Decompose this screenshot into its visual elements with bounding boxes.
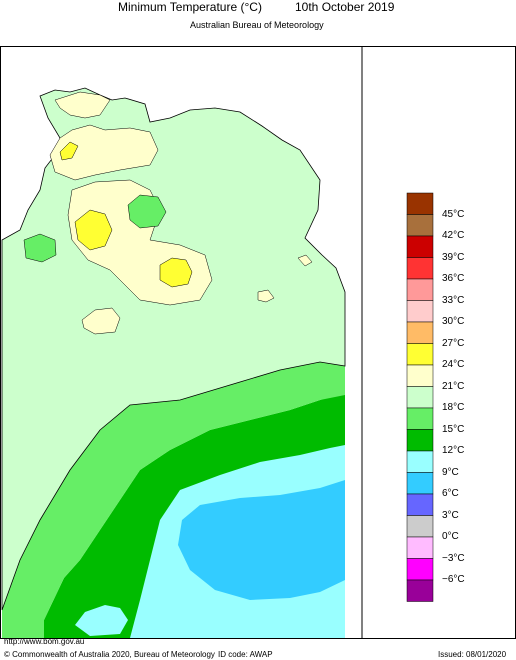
legend-swatch [406,472,434,495]
contour-15c [2,362,345,638]
legend-swatch [406,558,434,581]
title-bar: Minimum Temperature (°C) 10th October 20… [0,0,516,20]
legend-swatch [406,257,434,280]
contour-15c-b [23,233,57,263]
legend-swatch [406,343,434,366]
contour-21c-coast [49,124,159,181]
legend-swatch [406,515,434,538]
legend-swatch [406,450,434,473]
legend-label: 36°C [442,273,465,284]
legend-label: 18°C [442,402,465,413]
contour-24c-a [74,209,113,251]
legend-label: 0°C [442,531,459,542]
legend-label: 12°C [442,445,465,456]
contour-9c-patch [75,605,128,636]
contour-21c-island [81,307,121,335]
legend-swatch [406,429,434,452]
legend-label: 9°C [442,466,459,478]
contour-24c-c [59,141,79,161]
footer-url[interactable]: http://www.bom.gov.au [4,637,85,646]
legend-swatch [406,235,434,258]
contour-21c-north [54,91,111,119]
legend-swatch [406,192,434,215]
contour-15c-a [127,194,167,229]
contour-21c-isle-b [257,289,275,303]
legend-swatch [406,364,434,387]
legend-label: 15°C [442,423,465,435]
legend-swatches [406,192,434,602]
legend-swatch [406,278,434,301]
legend-label: 39°C [442,251,465,263]
map-title: Minimum Temperature (°C) [118,0,262,14]
legend-label: −3°C [442,552,465,564]
footer-issued: Issued: 08/01/2020 [438,650,507,659]
legend-label: 21°C [442,380,465,392]
legend-label: 45°C [442,208,465,220]
legend-swatch [406,300,434,323]
legend-label: 27°C [442,337,465,349]
legend-swatch [406,386,434,409]
temperature-map [1,87,346,638]
legend-label: 33°C [442,294,465,306]
legend-label: 42°C [442,230,465,241]
legend-swatch [406,214,434,237]
footer-copyright: © Commonwealth of Australia 2020, Bureau… [4,650,215,659]
legend-swatch [406,321,434,344]
footer-id-code: ID code: AWAP [218,650,273,659]
legend-label: 30°C [442,316,465,327]
agency-name: Australian Bureau of Meteorology [190,20,324,30]
legend-label: 6°C [442,488,459,499]
contour-6c [178,480,345,600]
map-date: 10th October 2019 [295,0,395,14]
contour-21c-isle-c [297,254,313,267]
legend-label: 3°C [442,509,459,521]
legend-swatch [406,579,434,602]
map-frame [0,46,516,639]
legend-swatch [406,493,434,516]
legend-label: 24°C [442,359,465,370]
legend-label: −6°C [442,574,465,585]
legend-swatch [406,407,434,430]
contour-24c-b [159,257,193,288]
legend-swatch [406,536,434,559]
